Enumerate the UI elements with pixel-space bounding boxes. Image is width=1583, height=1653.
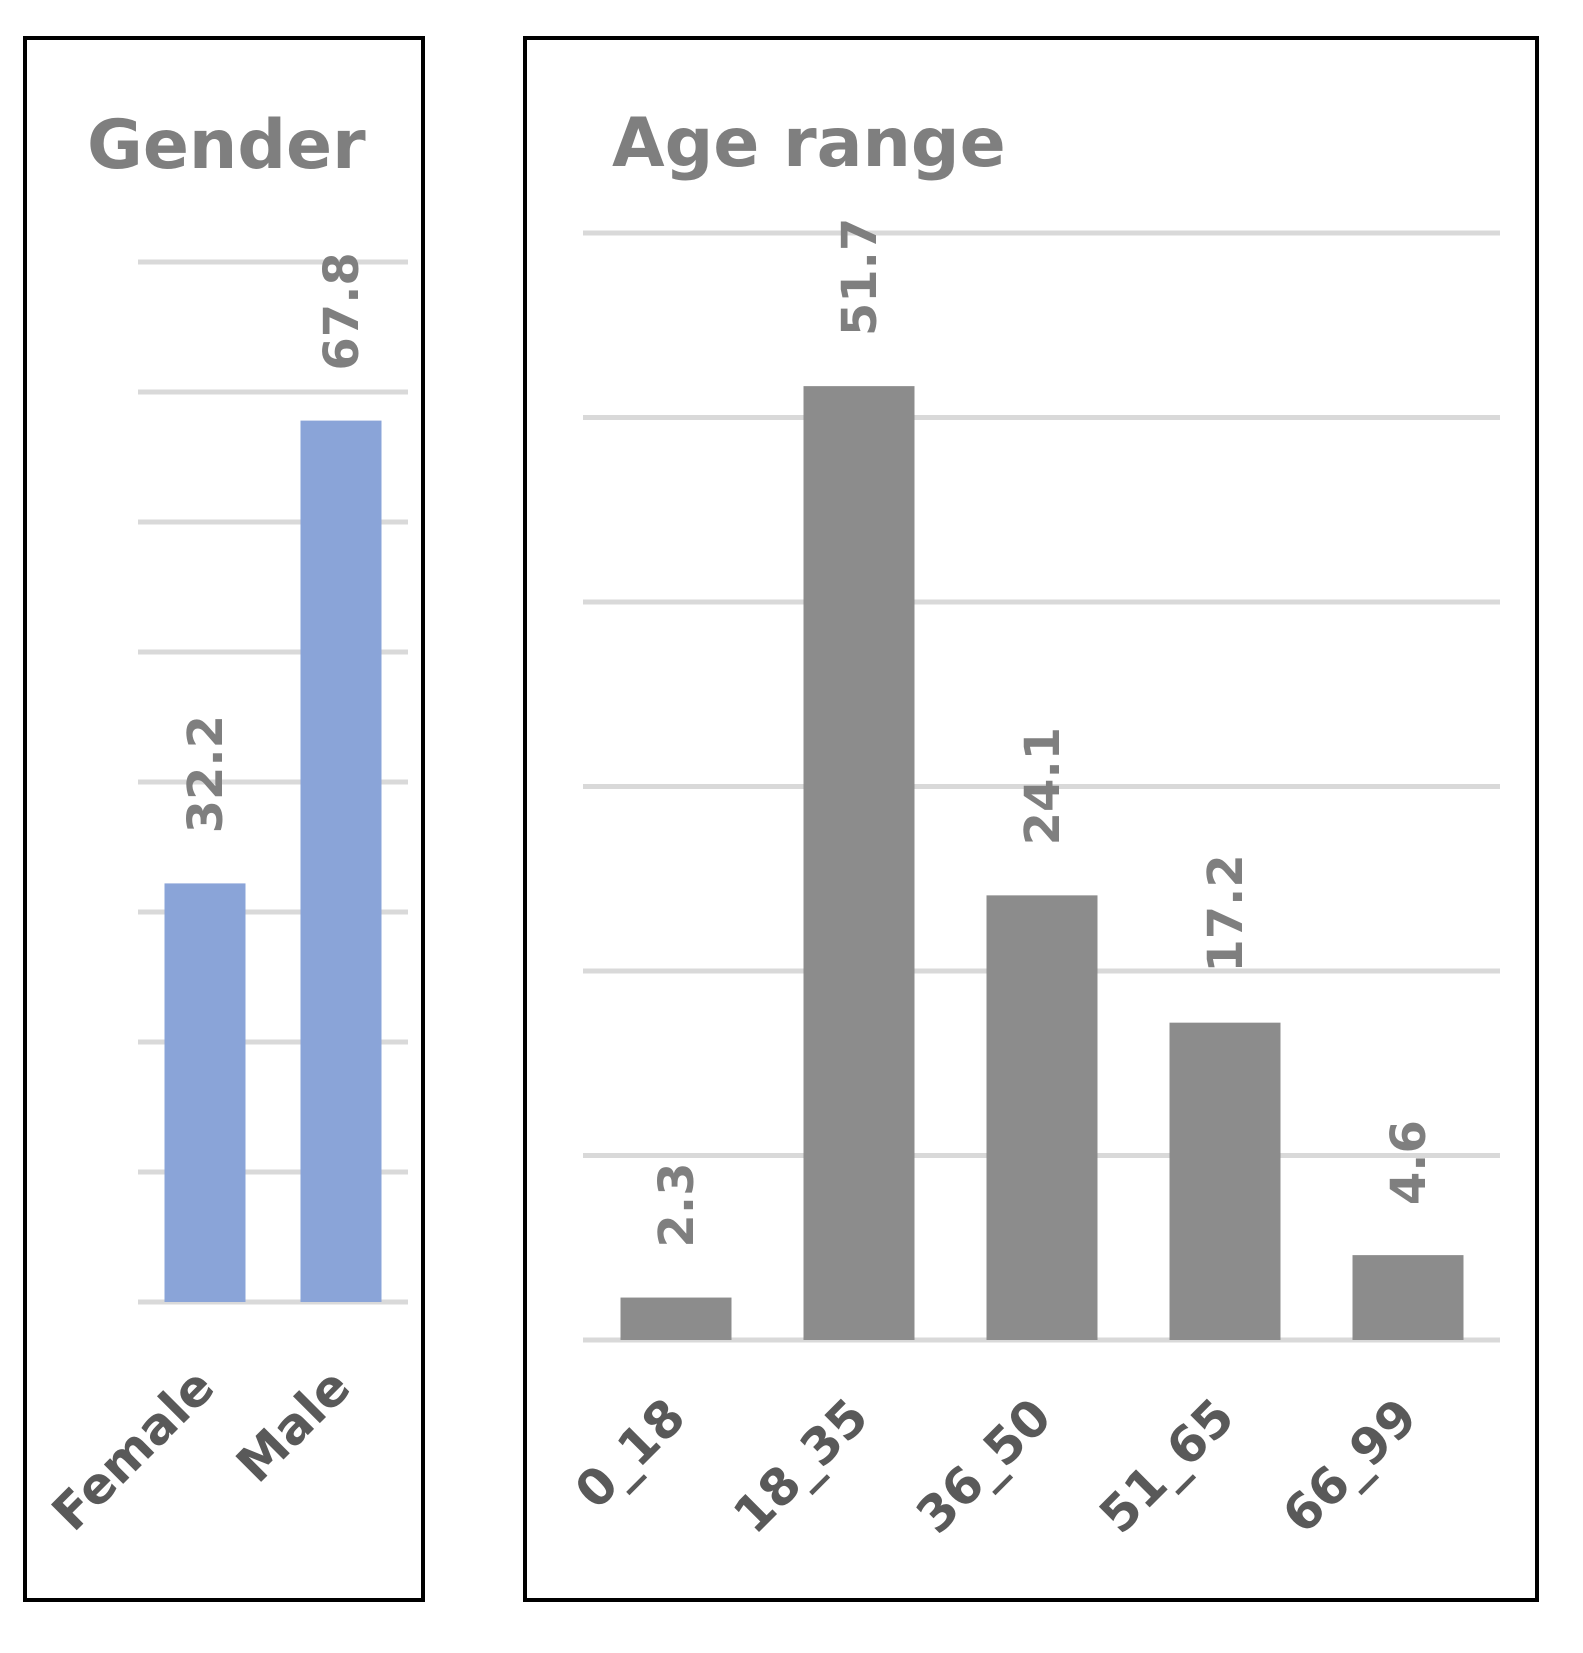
age-range-data-label-18-35: 51.7 [832, 218, 888, 336]
gender-bar-female [164, 883, 246, 1302]
age-range-bar-51-65 [1169, 1022, 1281, 1340]
age-range-data-label-66-99: 4.6 [1381, 1120, 1437, 1205]
gender-bars [164, 420, 382, 1303]
age-range-bar-18-35 [803, 386, 915, 1340]
age-range-chart-panel: Age range 2.351.724.117.24.6 0_18 18_35 36… [523, 36, 1539, 1602]
gender-chart-panel: Gender 32.267.8 Female Male [23, 36, 425, 1602]
age-range-bar-0-18 [620, 1297, 732, 1340]
age-range-data-label-51-65: 17.2 [1198, 854, 1254, 972]
age-range-bars [620, 386, 1464, 1340]
age-range-chart-title: Age range [612, 104, 1006, 183]
age-range-data-labels: 2.3 51.7 24.1 17.2 4.6 [649, 218, 1437, 1248]
gender-chart-title: Gender [87, 106, 366, 185]
gender-data-labels: 32.2 67.8 [178, 252, 370, 833]
age-range-data-label-0-18: 2.3 [649, 1163, 705, 1248]
age-range-data-label-36-50: 24.1 [1015, 727, 1071, 845]
gender-data-label-female: 32.2 [178, 715, 234, 833]
gender-bar-male [300, 420, 382, 1303]
age-range-bar-36-50 [986, 895, 1098, 1340]
gender-data-label-male: 67.8 [314, 252, 370, 370]
age-range-bar-66-99 [1352, 1255, 1464, 1340]
